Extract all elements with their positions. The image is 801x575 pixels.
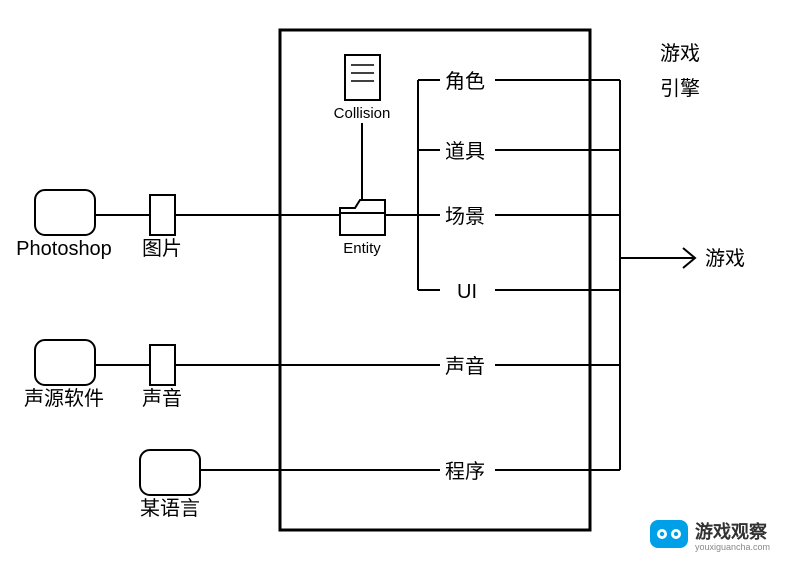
engine-title-2: 引擎 [660,77,700,100]
entity-bracket [418,80,440,290]
entity-label: Entity [343,240,381,257]
watermark: 游戏观察 youxiguancha.com [650,520,770,552]
watermark-url: youxiguancha.com [695,542,770,552]
output-bus [495,80,620,470]
watermark-text: 游戏观察 [695,521,768,542]
audiosrc-box [35,340,95,385]
entity-icon [340,200,385,235]
audio-box [150,345,175,385]
item-ui: UI [457,281,477,303]
photoshop-box [35,190,95,235]
collision-label: Collision [334,105,391,122]
item-role: 角色 [445,70,485,93]
item-prop: 道具 [445,140,485,163]
output-label: 游戏 [705,247,745,270]
item-scene: 场景 [445,205,485,228]
item-program: 程序 [445,460,485,483]
engine-box [280,30,590,530]
photoshop-label: Photoshop [16,238,112,260]
audiosrc-label: 声源软件 [24,387,104,410]
engine-title-1: 游戏 [660,42,700,65]
lang-box [140,450,200,495]
output-arrow [620,248,695,268]
item-sound: 声音 [445,355,485,378]
diagram-canvas: 游戏 引擎 Photoshop 图片 声源软件 声音 某语言 Collision… [0,0,801,575]
image-label: 图片 [142,237,182,260]
image-box [150,195,175,235]
audio-label: 声音 [142,387,182,410]
lang-label: 某语言 [140,497,200,520]
collision-icon [345,55,380,100]
